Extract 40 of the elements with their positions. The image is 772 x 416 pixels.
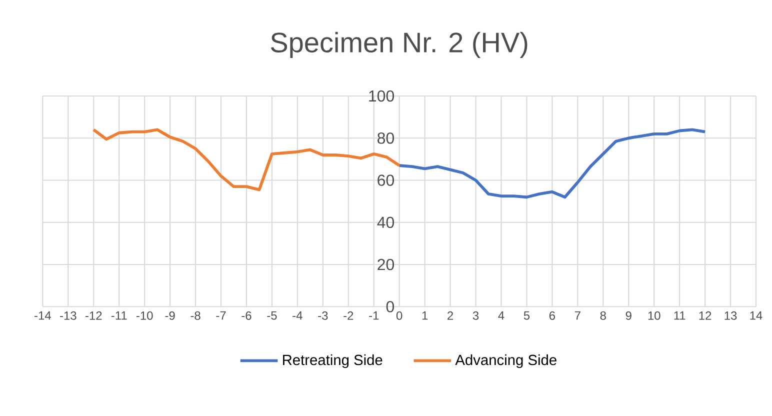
x-tick-label: -13 — [60, 311, 76, 320]
x-tick-label: -1 — [369, 311, 379, 320]
line-series — [398, 128, 707, 199]
x-tick-label: 6 — [549, 311, 555, 320]
x-tick-label: -7 — [216, 311, 226, 320]
x-tick-label: 14 — [750, 311, 762, 320]
x-tick-label: 12 — [699, 311, 712, 320]
x-tick-label: -4 — [292, 311, 302, 320]
y-tick-label: 80 — [378, 132, 394, 144]
x-tick-label: -6 — [242, 311, 252, 320]
x-tick-label: 10 — [648, 311, 660, 320]
x-tick-label: 0 — [396, 311, 402, 320]
x-tick-label: -2 — [344, 311, 354, 320]
y-tick-label: 60 — [378, 174, 394, 186]
x-tick-label: 1 — [422, 311, 428, 320]
x-tick-label: 7 — [574, 311, 580, 320]
y-tick-label: 40 — [377, 216, 394, 228]
y-tick-label: 0 — [386, 300, 394, 312]
x-tick-label: -11 — [111, 311, 127, 320]
x-tick-label: 13 — [724, 311, 737, 320]
x-tick-label: -8 — [190, 311, 200, 320]
y-tick-label: 20 — [378, 258, 394, 270]
x-tick-label: 8 — [600, 311, 606, 320]
x-tick-label: 2 — [448, 311, 454, 320]
x-tick-label: 5 — [524, 311, 530, 320]
x-tick-label: 11 — [674, 311, 686, 320]
x-tick-label: -5 — [267, 311, 277, 320]
legend-label: Retreating Side — [283, 354, 382, 368]
line-series — [92, 128, 401, 192]
legend-label: Advancing Side — [455, 354, 556, 368]
x-tick-label: 3 — [472, 311, 479, 320]
x-tick-label: -10 — [136, 311, 153, 320]
x-tick-label: 9 — [626, 311, 632, 320]
y-tick-label: 100 — [369, 90, 394, 102]
chart-title: Specimen Nr. 2 (HV) — [270, 32, 528, 58]
x-tick-label: -14 — [34, 311, 51, 320]
x-tick-label: -12 — [85, 311, 102, 320]
x-tick-label: 4 — [498, 311, 504, 320]
x-tick-label: -3 — [318, 311, 328, 320]
x-tick-label: -9 — [165, 311, 175, 320]
